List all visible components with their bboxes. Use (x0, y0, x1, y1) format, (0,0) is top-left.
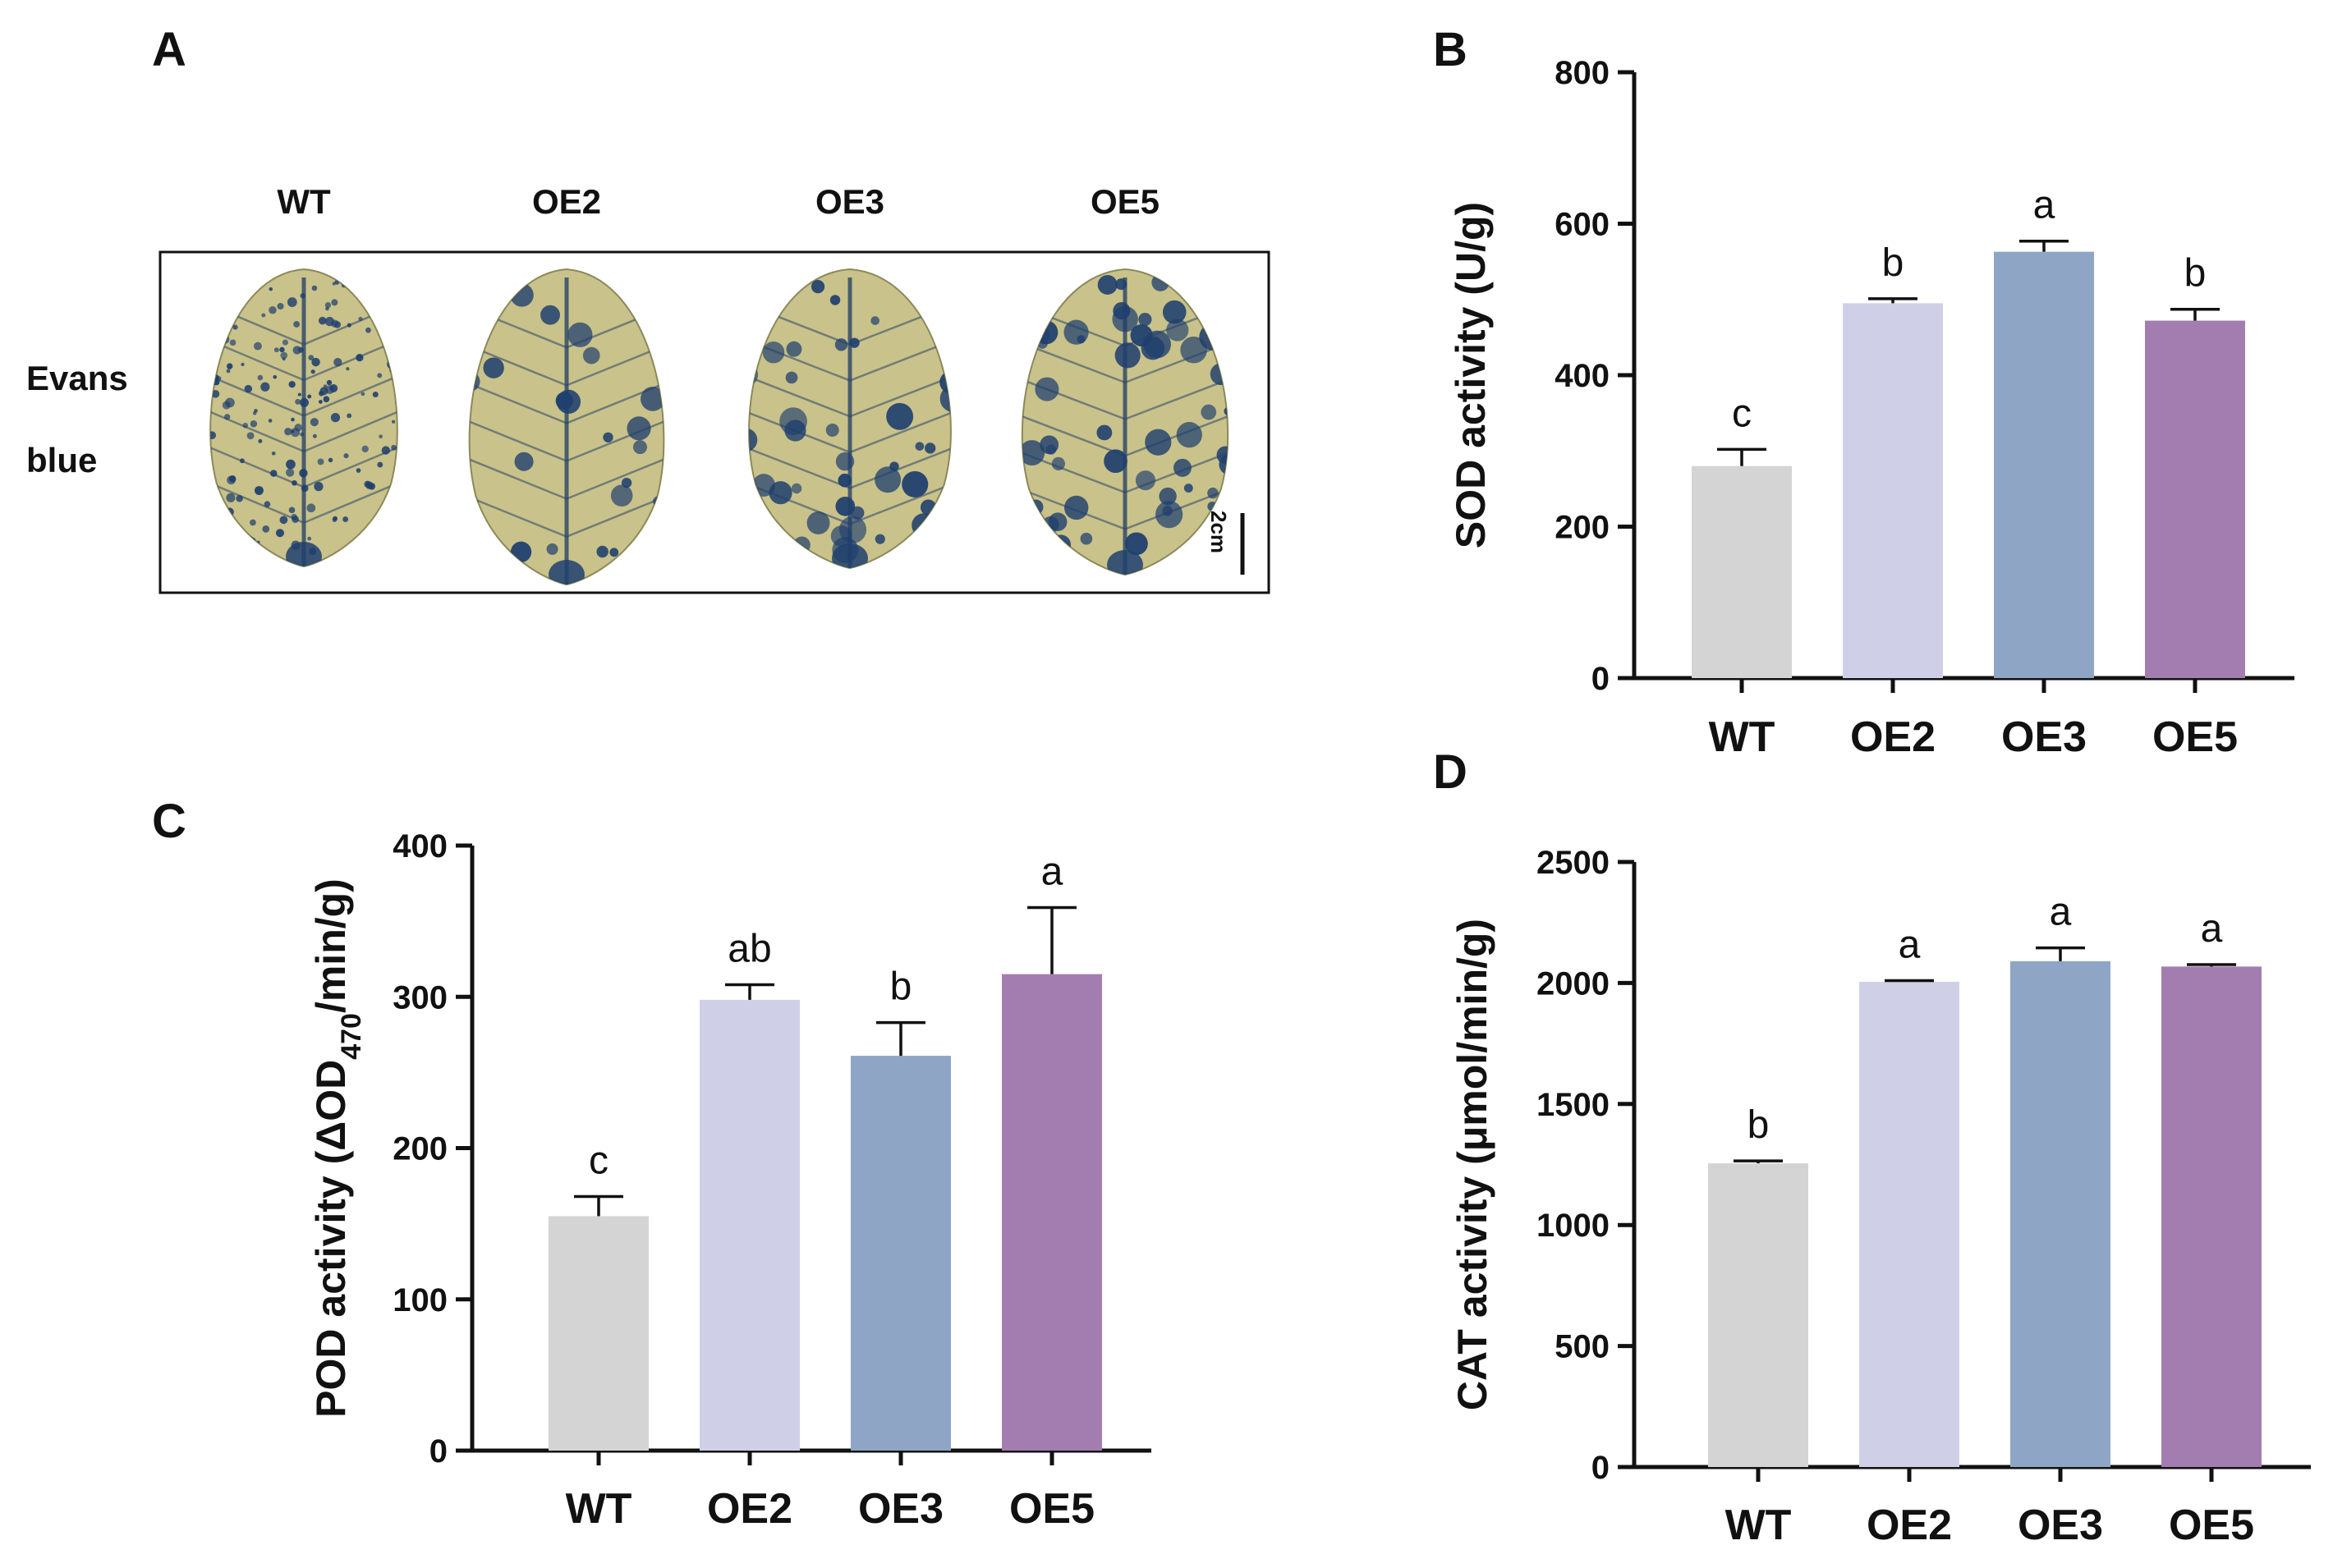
panel-d-bar-oe5 (2161, 966, 2262, 1467)
panel-a: A WT OE2 OE3 OE5 Evans blue 2cm (26, 23, 1270, 594)
panel-b-letter: B (1433, 23, 1467, 76)
panel-c-bar-oe3 (851, 1056, 951, 1451)
panel-b-category-label-oe5: OE5 (2152, 713, 2238, 761)
panel-b-bar-wt (1692, 465, 1792, 678)
panel-b-category-label-oe2: OE2 (1850, 713, 1936, 761)
panel-b-y-axis-title: SOD activity (U/g) (1448, 202, 1494, 548)
panel-d-y-tick-label: 0 (1591, 1450, 1610, 1486)
leaf-oe5 (1021, 268, 1229, 576)
leaf-column-label-wt: WT (277, 182, 331, 221)
panel-b-sod-chart: B 0 200 400 600 800 SOD activity (U/g) c WT b OE2… (1433, 23, 2294, 761)
panel-c-significance-oe3: b (890, 965, 912, 1009)
panel-d-cat-chart: D 0 500 1000 1500 2000 2500 CAT activity (μmol… (1433, 745, 2311, 1549)
panel-c-y-tick-label: 300 (393, 979, 448, 1016)
panel-c-bar-oe2 (700, 999, 800, 1451)
panel-d-category-label-wt: WT (1725, 1502, 1792, 1549)
panel-c-y-tick-label: 400 (393, 828, 448, 864)
panel-c-category-label-wt: WT (566, 1485, 632, 1533)
panel-b-bar-oe3 (1994, 251, 2094, 678)
leaf-column-label-oe3: OE3 (815, 182, 884, 221)
leaf-column-label-oe2: OE2 (532, 182, 601, 221)
panel-c-bar-wt (549, 1216, 649, 1451)
panel-b-significance-oe3: a (2033, 184, 2055, 227)
panel-b-y-tick-label: 0 (1591, 661, 1610, 697)
panel-c-y-tick-label: 100 (393, 1282, 448, 1318)
panel-b-category-label-wt: WT (1709, 713, 1775, 761)
leaf-column-label-oe5: OE5 (1091, 182, 1160, 221)
panel-b-y-tick-label: 600 (1555, 207, 1610, 243)
panel-c-significance-wt: c (589, 1139, 609, 1182)
panel-d-y-tick-label: 1500 (1536, 1087, 1610, 1123)
panel-c-category-label-oe2: OE2 (707, 1485, 792, 1533)
panel-b-y-tick-label: 200 (1555, 510, 1610, 546)
panel-c-letter: C (152, 795, 186, 848)
panel-d-bar-oe2 (1859, 981, 1959, 1467)
panel-d-y-tick-label: 1000 (1536, 1208, 1610, 1244)
panel-d-letter: D (1433, 745, 1467, 799)
panel-d-bar-wt (1708, 1163, 1808, 1467)
panel-c-category-label-oe5: OE5 (1009, 1485, 1095, 1533)
panel-d-significance-wt: b (1747, 1103, 1770, 1147)
row-label-evans: Evans (26, 359, 128, 397)
panel-b-y-tick-label: 800 (1555, 55, 1610, 91)
panel-c-bar-oe5 (1002, 974, 1102, 1451)
panel-b-significance-oe2: b (1882, 241, 1904, 285)
panel-d-y-tick-label: 500 (1555, 1329, 1610, 1365)
panel-d-y-tick-label: 2500 (1536, 845, 1610, 881)
panel-c-y-tick-label: 200 (393, 1131, 448, 1167)
panel-b-category-label-oe3: OE3 (2001, 713, 2087, 761)
panel-d-category-label-oe5: OE5 (2169, 1502, 2254, 1549)
leaf-wt (209, 268, 398, 568)
panel-c-y-axis-title: POD activity (ΔOD470/min/g) (308, 878, 367, 1418)
scale-bar-label: 2cm (1206, 511, 1231, 553)
panel-d-category-label-oe2: OE2 (1867, 1502, 1952, 1549)
panel-b-bar-oe5 (2145, 320, 2245, 678)
panel-d-significance-oe3: a (2050, 891, 2072, 934)
panel-d-y-axis-title: CAT activity (μmol/min/g) (1449, 919, 1495, 1410)
panel-c-significance-oe2: ab (728, 928, 771, 971)
panel-c-significance-oe5: a (1041, 850, 1063, 894)
panel-d-significance-oe2: a (1899, 923, 1921, 966)
panel-c-pod-chart: C 0 100 200 300 400 POD activity (ΔOD470/min/… (152, 795, 1151, 1533)
panel-d-category-label-oe3: OE3 (2018, 1502, 2103, 1549)
panel-b-bar-oe2 (1843, 303, 1943, 678)
panel-d-y-tick-label: 2000 (1536, 965, 1610, 1002)
panel-d-significance-oe5: a (2201, 907, 2223, 951)
panel-b-significance-oe5: b (2184, 252, 2207, 296)
panel-a-letter: A (152, 23, 186, 76)
evans-blue-leaf-images (209, 268, 1229, 586)
panel-c-y-tick-label: 0 (429, 1433, 448, 1469)
panel-b-y-tick-label: 400 (1555, 358, 1610, 394)
row-label-blue: blue (26, 441, 97, 479)
panel-b-significance-wt: c (1732, 392, 1752, 435)
panel-c-category-label-oe3: OE3 (858, 1485, 944, 1533)
panel-d-bar-oe3 (2010, 961, 2110, 1467)
